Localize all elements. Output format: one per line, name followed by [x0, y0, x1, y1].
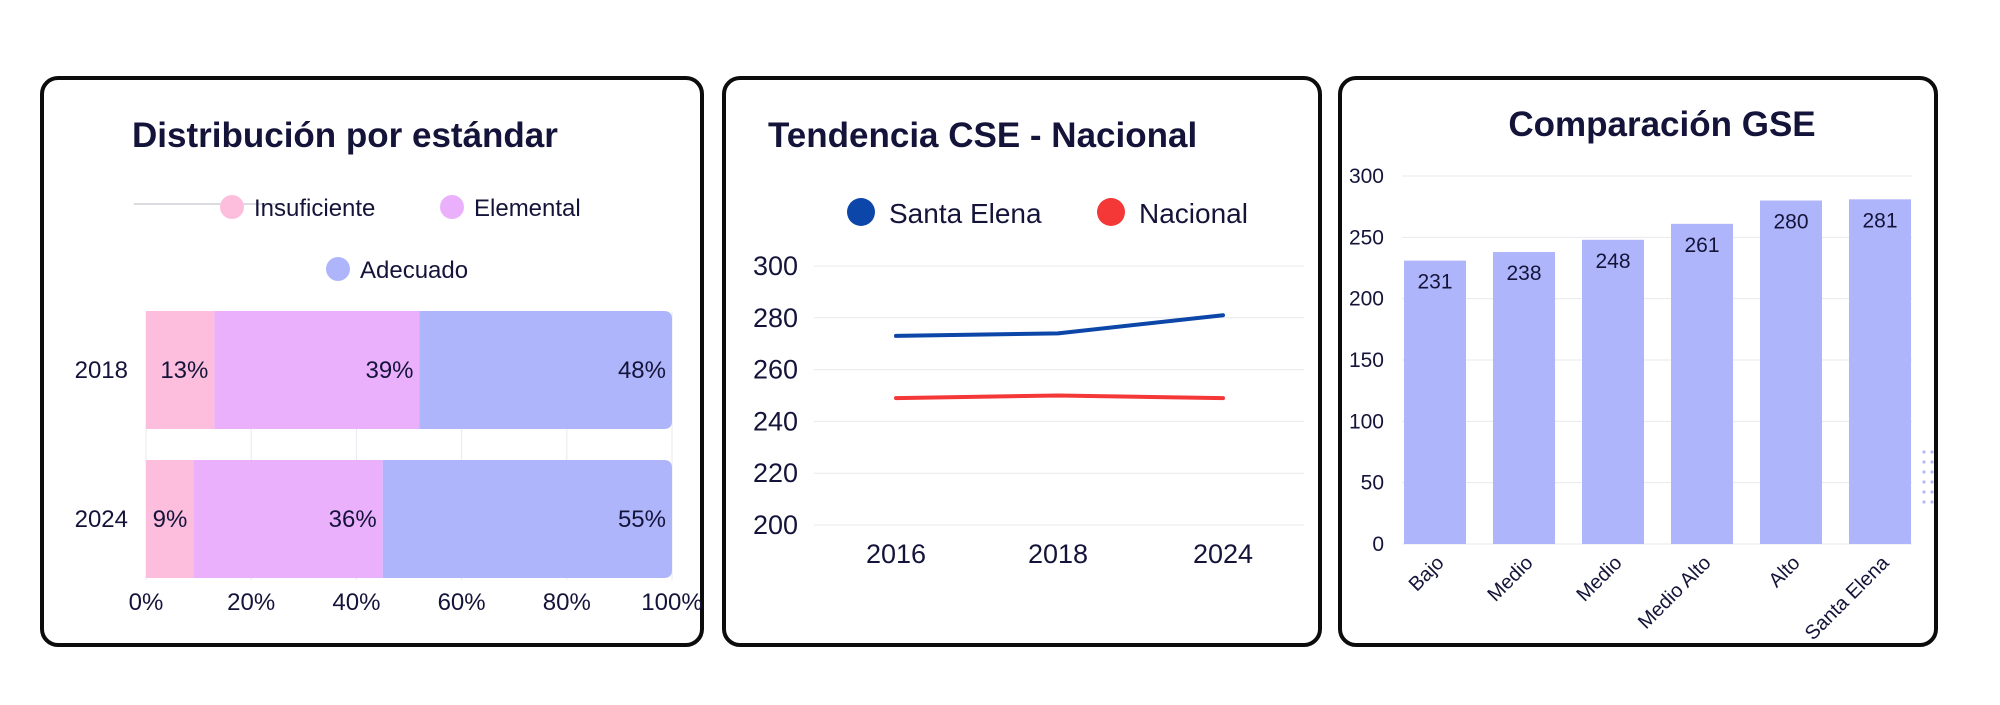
- chart-gse-svg: Comparación GSE 300 250 200 150 100 50 0 231 23…: [1349, 105, 1934, 645]
- bar-segment: [382, 460, 672, 578]
- chart-title: Comparación GSE: [1508, 105, 1815, 144]
- y-tick-label: 240: [753, 406, 798, 436]
- data-label: 261: [1684, 234, 1719, 257]
- bar-segment: [419, 311, 672, 429]
- dot: [1930, 470, 1934, 474]
- dot: [1922, 470, 1926, 474]
- bar: [1582, 239, 1644, 544]
- x-tick-label: 60%: [438, 589, 486, 616]
- category-label: 2024: [75, 506, 128, 533]
- legend-swatch-nacional: [1097, 198, 1125, 226]
- dot: [1922, 490, 1926, 494]
- y-tick-label: 50: [1361, 472, 1384, 495]
- y-tick-label: 100: [1349, 410, 1384, 433]
- x-tick-label: 2016: [866, 539, 926, 569]
- x-tick-label: 80%: [543, 589, 591, 616]
- chart-title: Distribución por estándar: [132, 116, 558, 155]
- dot: [1922, 500, 1926, 504]
- series-line-santa-elena: [894, 313, 1225, 338]
- y-tick-label: 220: [753, 458, 798, 488]
- dot: [1922, 460, 1926, 464]
- dot: [1922, 450, 1926, 454]
- x-tick-label: Medio: [1572, 552, 1626, 606]
- chart-title: Tendencia CSE - Nacional: [768, 116, 1197, 155]
- y-tick-label: 300: [753, 251, 798, 281]
- x-tick-label: 2024: [1193, 539, 1253, 569]
- chart-card-tendencia: Tendencia CSE - Nacional Santa Elena Naci…: [722, 76, 1322, 647]
- chart-distribucion-svg: Distribución por estándar Insuficiente El…: [75, 116, 703, 616]
- decorative-dots: [1922, 450, 1934, 504]
- x-tick-label: Medio: [1483, 552, 1537, 606]
- legend-label-nacional: Nacional: [1139, 198, 1248, 229]
- data-label: 281: [1862, 209, 1897, 232]
- bar: [1760, 200, 1822, 544]
- chart-card-gse: Comparación GSE 300 250 200 150 100 50 0 231 23…: [1338, 76, 1938, 647]
- x-tick-label: Bajo: [1405, 552, 1449, 596]
- dot: [1922, 480, 1926, 484]
- bar-segment: [146, 311, 215, 429]
- x-tick-label: 40%: [332, 589, 380, 616]
- x-tick-label: 2018: [1028, 539, 1088, 569]
- legend-swatch-adecuado: [326, 257, 350, 281]
- data-label: 231: [1417, 271, 1452, 294]
- legend-label-santa-elena: Santa Elena: [889, 198, 1042, 229]
- dot: [1930, 480, 1934, 484]
- y-tick-label: 200: [753, 510, 798, 540]
- y-tick-label: 260: [753, 355, 798, 385]
- data-label: 13%: [160, 357, 208, 384]
- dot: [1930, 460, 1934, 464]
- legend-label-adecuado: Adecuado: [360, 257, 468, 284]
- bar-segment: [214, 311, 420, 429]
- category-label: 2018: [75, 357, 128, 384]
- x-tick-label: Santa Elena: [1801, 551, 1894, 644]
- data-label: 48%: [618, 357, 666, 384]
- bar: [1404, 260, 1466, 544]
- x-tick-label: 20%: [227, 589, 275, 616]
- data-label: 55%: [618, 506, 666, 533]
- data-label: 39%: [365, 357, 413, 384]
- legend-label-elemental: Elemental: [474, 195, 581, 222]
- y-tick-label: 150: [1349, 349, 1384, 372]
- legend-swatch-santa-elena: [847, 198, 875, 226]
- y-tick-label: 250: [1349, 226, 1384, 249]
- bar-segment: [146, 460, 194, 578]
- bar-segment: [193, 460, 383, 578]
- chart-card-distribucion: Distribución por estándar Insuficiente El…: [40, 76, 704, 647]
- data-label: 9%: [153, 506, 188, 533]
- legend-label-insuficiente: Insuficiente: [254, 195, 375, 222]
- series-line-nacional: [894, 393, 1225, 401]
- x-tick-label: Medio Alto: [1634, 552, 1716, 634]
- dot: [1930, 500, 1934, 504]
- bar: [1671, 223, 1733, 544]
- x-tick-label: 100%: [641, 589, 702, 616]
- legend-swatch-elemental: [440, 195, 464, 219]
- chart-tendencia-svg: Tendencia CSE - Nacional Santa Elena Naci…: [753, 116, 1304, 569]
- x-tick-label: 0%: [129, 589, 164, 616]
- data-label: 248: [1595, 250, 1630, 273]
- y-tick-label: 300: [1349, 165, 1384, 188]
- dot: [1930, 490, 1934, 494]
- legend-swatch-insuficiente: [220, 195, 244, 219]
- data-label: 36%: [329, 506, 377, 533]
- y-tick-label: 0: [1372, 533, 1384, 556]
- data-label: 280: [1773, 211, 1808, 234]
- y-tick-label: 200: [1349, 288, 1384, 311]
- y-tick-label: 280: [753, 303, 798, 333]
- bar: [1493, 252, 1555, 544]
- data-label: 238: [1506, 262, 1541, 285]
- bar: [1849, 199, 1911, 544]
- dot: [1930, 450, 1934, 454]
- x-tick-label: Alto: [1765, 552, 1805, 592]
